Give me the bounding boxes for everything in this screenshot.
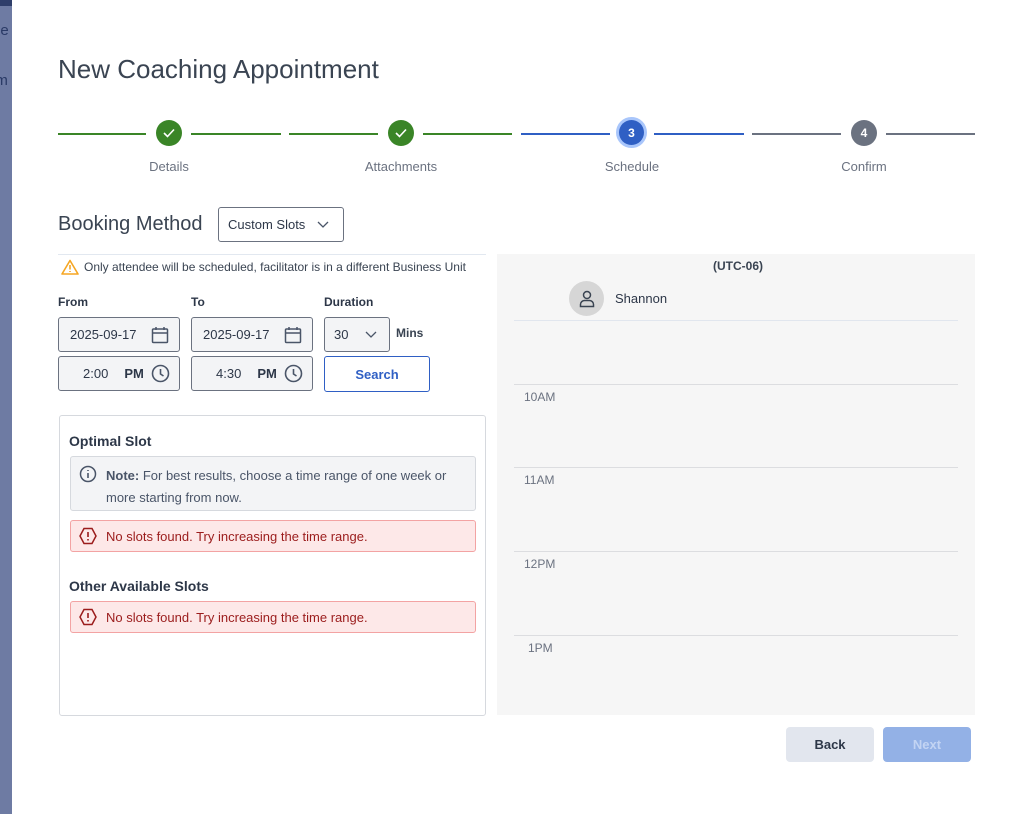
to-time-value: 4:30: [216, 366, 242, 381]
user-icon: [579, 290, 594, 307]
step-4-number: 4: [851, 120, 877, 146]
background-page: ue im: [0, 0, 12, 814]
from-time-value: 2:00: [83, 366, 109, 381]
hour-label: 1PM: [528, 641, 553, 655]
duration-label: Duration: [324, 295, 374, 309]
from-label: From: [58, 295, 88, 309]
note-text: For best results, choose a time range of…: [106, 468, 447, 505]
step-3-number: 3: [619, 120, 644, 145]
back-button[interactable]: Back: [786, 727, 874, 762]
step-details: Details: [149, 159, 189, 174]
background-text: im: [0, 72, 8, 89]
from-date-input[interactable]: 2025-09-17: [58, 317, 180, 352]
attendee-name: Shannon: [615, 291, 668, 306]
mins-label: Mins: [396, 326, 424, 340]
error-icon: [79, 527, 97, 545]
duration-select[interactable]: 30: [324, 317, 390, 352]
to-time-input[interactable]: 4:30 PM: [191, 356, 313, 391]
chevron-down-icon: [317, 221, 329, 228]
error-icon: [79, 608, 97, 626]
note-box: Note: For best results, choose a time ra…: [70, 456, 476, 511]
next-button[interactable]: Next: [883, 727, 971, 762]
chevron-down-icon: [365, 331, 377, 338]
check-icon: [388, 120, 414, 146]
clock-icon[interactable]: [284, 364, 303, 383]
duration-value: 30: [334, 327, 349, 342]
check-icon: [156, 120, 182, 146]
clock-icon[interactable]: [151, 364, 170, 383]
search-button[interactable]: Search: [324, 356, 430, 392]
optimal-error: No slots found. Try increasing the time …: [70, 520, 476, 552]
optimal-error-text: No slots found. Try increasing the time …: [106, 528, 368, 544]
calendar-view: (UTC-06) Shannon 10AM 11AM 12PM 1PM: [497, 254, 975, 715]
step-confirm: Confirm: [841, 159, 887, 174]
note-bold: Note:: [106, 468, 140, 483]
optimal-slot-heading: Optimal Slot: [69, 433, 152, 449]
warning-message: Only attendee will be scheduled, facilit…: [61, 259, 466, 275]
from-ampm[interactable]: PM: [124, 366, 144, 381]
hour-label: 10AM: [524, 390, 556, 404]
avatar: [569, 281, 604, 316]
other-slots-heading: Other Available Slots: [69, 578, 209, 594]
other-error: No slots found. Try increasing the time …: [70, 601, 476, 633]
hour-label: 12PM: [524, 557, 556, 571]
booking-method-select[interactable]: Custom Slots: [218, 207, 344, 242]
other-error-text: No slots found. Try increasing the time …: [106, 609, 368, 625]
to-label: To: [191, 295, 205, 309]
background-text: ue: [0, 22, 9, 39]
from-time-input[interactable]: 2:00 PM: [58, 356, 180, 391]
warning-text: Only attendee will be scheduled, facilit…: [84, 260, 466, 274]
slots-panel: Optimal Slot Note: For best results, cho…: [59, 415, 486, 716]
booking-method-value: Custom Slots: [228, 217, 306, 232]
hour-label: 11AM: [524, 473, 555, 487]
step-attachments: Attachments: [364, 159, 438, 174]
from-date-value: 2025-09-17: [70, 327, 137, 342]
to-date-input[interactable]: 2025-09-17: [191, 317, 313, 352]
dialog-title: New Coaching Appointment: [58, 54, 379, 84]
warning-icon: [61, 259, 79, 275]
booking-method-label: Booking Method: [58, 213, 203, 235]
calendar-icon[interactable]: [284, 326, 302, 344]
to-date-value: 2025-09-17: [203, 327, 270, 342]
calendar-icon[interactable]: [151, 326, 169, 344]
to-ampm[interactable]: PM: [257, 366, 277, 381]
timezone-label: (UTC-06): [713, 259, 763, 273]
step-schedule: Schedule: [604, 159, 660, 174]
info-icon: [79, 465, 97, 483]
